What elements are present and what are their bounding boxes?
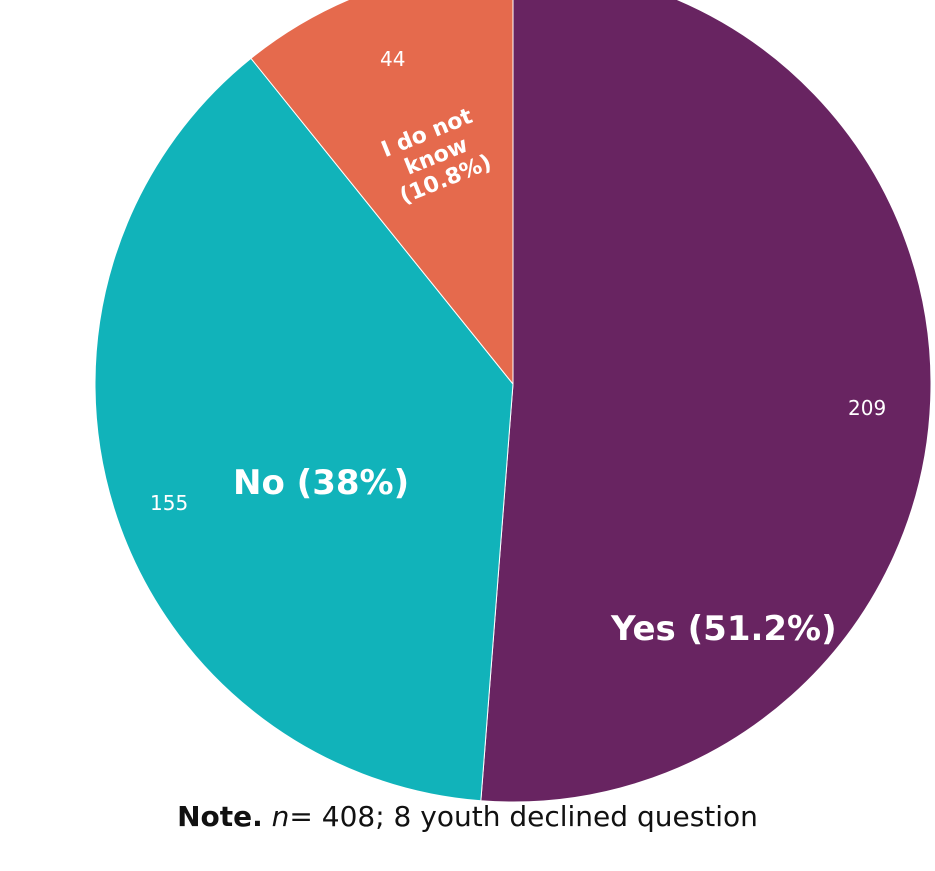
note-text: = 408; 8 youth declined question <box>289 800 758 833</box>
slice-yes <box>480 0 932 803</box>
slice-unknown <box>250 0 514 386</box>
slice-no <box>94 57 514 802</box>
note-italic: n <box>271 800 290 833</box>
slice-label-yes: Yes (51.2%) <box>610 609 837 649</box>
slice-label-unknown: I do not know (10.8%) <box>378 104 495 210</box>
slice-label-no: No (38%) <box>233 463 409 503</box>
chart-note: Note. n= 408; 8 youth declined question <box>0 800 935 833</box>
value-label-no: 155 <box>150 491 188 515</box>
value-label-yes: 209 <box>848 396 886 420</box>
value-label-unknown: 44 <box>380 47 405 71</box>
note-bold: Note. <box>177 800 263 833</box>
pie-slices <box>94 0 932 803</box>
